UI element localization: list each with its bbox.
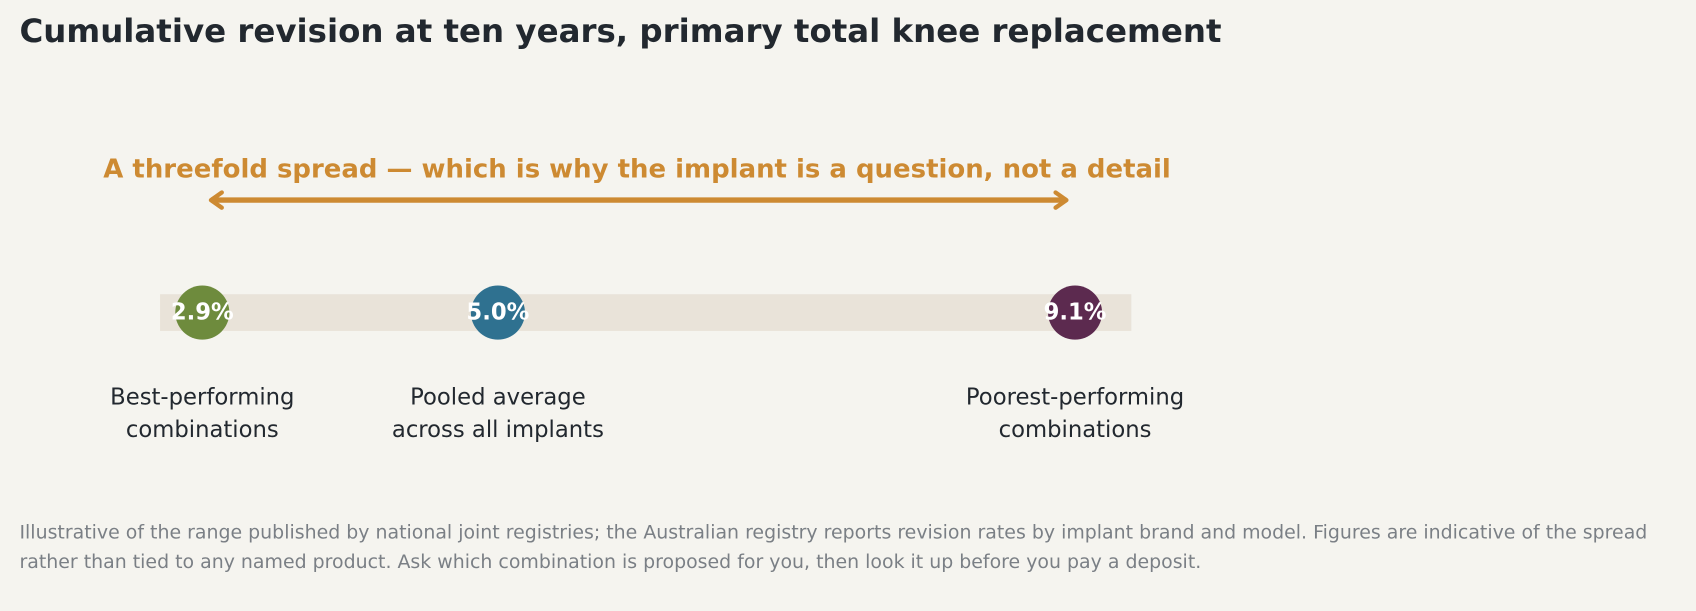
category-label: Pooled average across all implants [391,383,604,443]
dot [1048,285,1103,340]
value-label: 9.1% [1044,300,1107,326]
annotation: A threefold spread — which is why the im… [103,153,1171,184]
track [160,294,1132,331]
value-label: 5.0% [466,300,529,326]
value-label: 2.9% [171,300,234,326]
dot [175,285,230,340]
category-label: Poorest-performing combinations [965,383,1185,443]
arrow-head [208,190,224,210]
chart-title: Cumulative revision at ten years, primar… [19,12,1222,51]
dot [470,285,525,340]
footnote: Illustrative of the range published by n… [19,522,1648,574]
category-label: Best-performing combinations [110,383,295,443]
arrow-head [1053,190,1069,210]
